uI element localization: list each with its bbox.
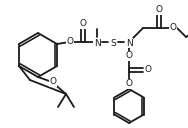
Text: N: N [94,39,100,47]
Text: O: O [126,79,133,88]
Text: N: N [126,39,132,47]
Text: O: O [80,19,86,29]
Text: O: O [145,66,152,74]
Text: O: O [67,38,74,46]
Text: O: O [49,77,57,87]
Text: O: O [126,51,133,61]
Text: O: O [170,24,177,33]
Text: O: O [155,6,163,14]
Text: S: S [110,39,116,47]
